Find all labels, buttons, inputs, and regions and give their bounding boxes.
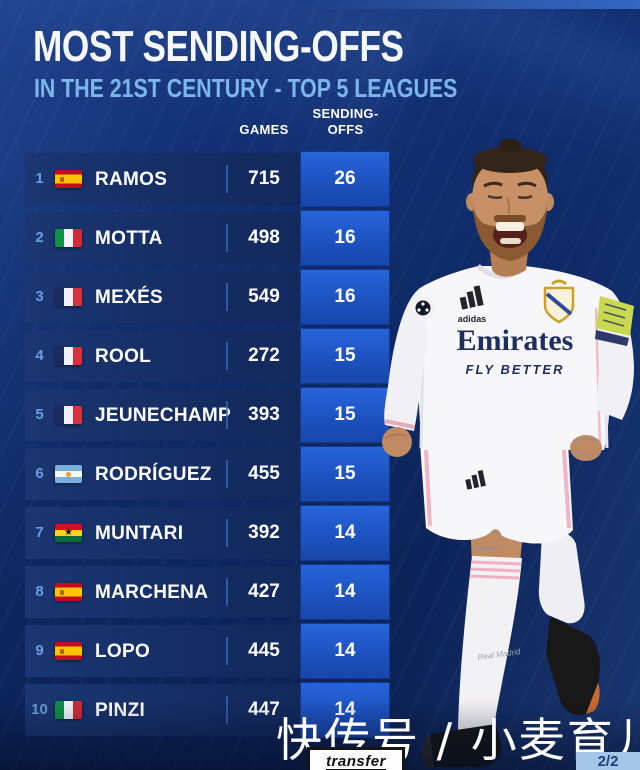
player-name: LOPO <box>95 641 151 662</box>
sending-offs-value: 15 <box>300 328 390 384</box>
column-header-games: GAMES <box>239 122 289 137</box>
rank-label: 9 <box>35 642 44 659</box>
column-divider <box>226 283 228 311</box>
flag-france-icon <box>55 288 82 306</box>
player-right-arm <box>570 291 634 461</box>
column-header-sending-offs-line2: OFFS <box>327 122 364 137</box>
flag-ghana-icon <box>55 524 82 542</box>
table-row: 6 RODRÍGUEZ 455 15 <box>25 446 390 502</box>
real-madrid-crest-icon <box>543 279 575 324</box>
column-header-sending-offs-line1: SENDING- <box>312 106 379 121</box>
games-value: 445 <box>248 640 280 661</box>
table-row: 8 MARCHENA 427 14 <box>25 564 390 620</box>
games-value: 715 <box>248 168 280 189</box>
player-name: MUNTARI <box>95 523 184 544</box>
player-name: RODRÍGUEZ <box>95 464 212 485</box>
table-row: 7 MUNTARI 392 14 <box>25 505 390 561</box>
rank-label: 5 <box>35 406 44 423</box>
column-divider <box>226 342 228 370</box>
sending-offs-value: 16 <box>300 269 390 325</box>
column-divider <box>226 224 228 252</box>
flag-spain-icon <box>55 583 82 601</box>
page-title: MOST SENDING-OFFS <box>33 22 404 71</box>
player-name: JEUNECHAMP <box>95 405 232 426</box>
ucl-starball-badge-icon <box>411 296 435 320</box>
adidas-wordmark: adidas <box>458 314 487 324</box>
sending-offs-value: 15 <box>300 446 390 502</box>
games-value: 393 <box>248 404 280 425</box>
column-divider <box>226 578 228 606</box>
ranking-table: 1 RAMOS 715 26 2 MOTTA 498 16 3 MEXÉS 54… <box>25 151 390 743</box>
player-shorts <box>420 443 573 544</box>
player-fist <box>382 427 412 457</box>
rank-label: 1 <box>35 170 44 187</box>
column-divider <box>226 165 228 193</box>
player-right-leg <box>538 531 600 716</box>
rank-label: 4 <box>35 347 44 364</box>
table-row: 1 RAMOS 715 26 <box>25 151 390 207</box>
background-streak <box>290 0 640 9</box>
transfermarkt-logo-text: transfer <box>326 752 386 770</box>
games-value: 498 <box>248 227 280 248</box>
table-row: 5 JEUNECHAMP 393 15 <box>25 387 390 443</box>
page-subtitle: IN THE 21ST CENTURY - TOP 5 LEAGUES <box>34 73 458 103</box>
player-name: MOTTA <box>95 228 163 249</box>
adidas-logo-icon <box>459 285 484 310</box>
table-row: 9 LOPO 445 14 <box>25 623 390 679</box>
games-value: 272 <box>248 345 280 366</box>
sending-offs-value: 16 <box>300 210 390 266</box>
flag-spain-icon <box>55 170 82 188</box>
rank-label: 7 <box>35 524 44 541</box>
flag-spain-icon <box>55 642 82 660</box>
column-divider <box>226 460 228 488</box>
games-value: 392 <box>248 522 280 543</box>
rank-label: 3 <box>35 288 44 305</box>
flag-france-icon <box>55 406 82 424</box>
table-row: 2 MOTTA 498 16 <box>25 210 390 266</box>
column-divider <box>226 637 228 665</box>
jersey-sponsor-text: Emirates <box>457 324 574 357</box>
player-left-arm <box>382 288 428 457</box>
games-value: 427 <box>248 581 280 602</box>
player-name: ROOL <box>95 346 152 367</box>
games-value: 549 <box>248 286 280 307</box>
player-head <box>466 139 554 277</box>
sending-offs-value: 14 <box>300 564 390 620</box>
player-photo: adidas Emirates FLY BETTER <box>382 139 634 767</box>
rank-label: 2 <box>35 229 44 246</box>
sending-offs-value: 26 <box>300 151 390 207</box>
player-name: MARCHENA <box>95 582 209 603</box>
player-name: MEXÉS <box>95 287 164 308</box>
sending-offs-value: 14 <box>300 623 390 679</box>
player-name: RAMOS <box>95 169 168 190</box>
rank-label: 8 <box>35 583 44 600</box>
adidas-shorts-logo-icon <box>465 470 486 490</box>
captain-armband <box>596 296 634 336</box>
column-divider <box>226 519 228 547</box>
table-row: 4 ROOL 272 15 <box>25 328 390 384</box>
rank-label: 6 <box>35 465 44 482</box>
flag-italy-icon <box>55 229 82 247</box>
flag-argentina-icon <box>55 465 82 483</box>
player-torso <box>417 264 612 450</box>
table-row: 3 MEXÉS 549 16 <box>25 269 390 325</box>
column-divider <box>226 401 228 429</box>
transfermarkt-logo: transfer <box>307 747 405 770</box>
page-indicator-badge: 2/2 <box>576 752 640 770</box>
column-header-sending-offs: SENDING- OFFS <box>303 106 388 138</box>
games-value: 455 <box>248 463 280 484</box>
sending-offs-value: 14 <box>300 505 390 561</box>
flag-france-icon <box>55 347 82 365</box>
jersey-sponsor-tagline: FLY BETTER <box>466 362 565 377</box>
